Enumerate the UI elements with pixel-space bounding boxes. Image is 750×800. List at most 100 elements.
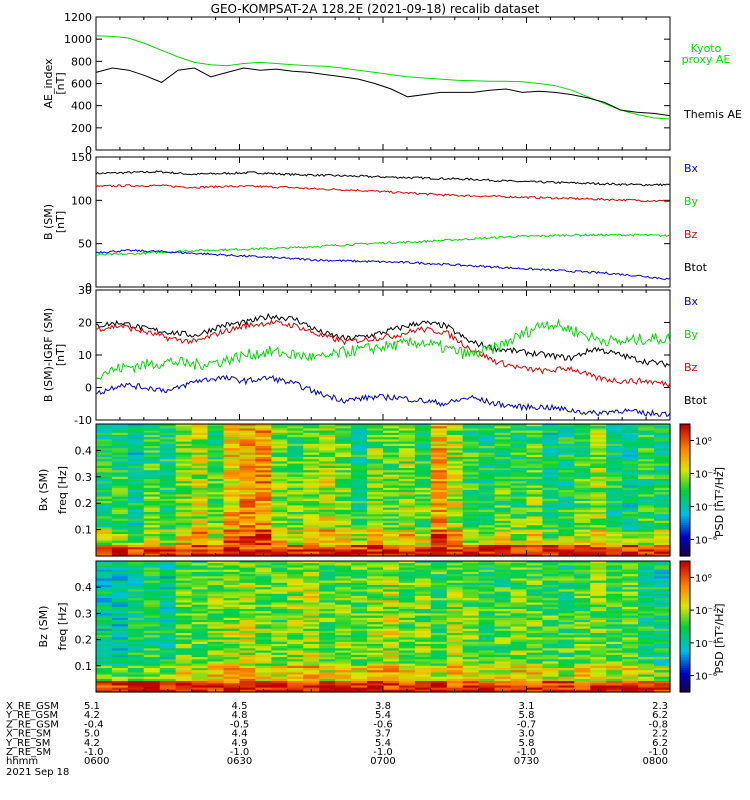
heatmap-cell [96,571,113,575]
heatmap-cell [143,463,161,467]
heatmap-cell [606,490,623,493]
heatmap-cell [367,635,384,638]
heatmap-cell [159,512,177,515]
heatmap-cell [430,646,448,649]
heatmap-cell [542,633,559,636]
heatmap-cell [351,454,368,458]
heatmap-cell [510,450,528,454]
heatmap-cell [398,435,416,438]
heatmap-cell [638,520,655,524]
heatmap-cell [478,668,496,671]
heatmap-cell [143,644,161,647]
heatmap-cell [622,637,639,641]
heatmap-cell [159,481,177,484]
heatmap-cell [526,547,543,550]
heatmap-cell [255,501,272,504]
heatmap-cell [430,689,448,693]
heatmap-cell [510,678,528,682]
heatmap-cell [127,503,145,506]
heatmap-cell [590,527,607,531]
heatmap-cell [510,525,528,528]
heatmap-cell [319,514,336,517]
heatmap-cell [96,437,113,440]
heatmap-cell [414,435,432,438]
heatmap-cell [574,439,591,443]
heatmap-cell [255,432,272,436]
heatmap-cell [574,578,591,582]
heatmap-cell [510,505,528,509]
heatmap-cell [478,595,496,599]
heatmap-cell [542,674,559,678]
heatmap-cell [414,663,432,667]
heatmap-cell [223,523,241,526]
heatmap-cell [638,474,655,478]
heatmap-cell [574,470,591,473]
heatmap-cell [335,527,352,531]
heatmap-cell [430,620,448,623]
heatmap-cell [383,516,400,520]
heatmap-cell [351,622,368,625]
heatmap-cell [255,609,272,612]
heatmap-cell [494,479,512,482]
heatmap-cell [606,485,623,489]
heatmap-cell [398,443,416,447]
heatmap-cell [638,498,655,502]
heatmap-cell [526,630,543,634]
heatmap-cell [590,525,607,528]
heatmap-cell [287,441,304,445]
heatmap-cell [255,518,272,522]
heatmap-cell [319,432,336,436]
heatmap-cell [175,626,193,630]
heatmap-cell [414,565,432,569]
heatmap-cell [96,578,113,582]
colorbar-segment [680,461,690,465]
heatmap-cell [398,432,416,436]
heatmap-cell [175,595,193,599]
heatmap-cell [638,678,655,682]
heatmap-cell [319,490,336,493]
heatmap-cell [430,454,448,458]
heatmap-cell [462,459,480,462]
heatmap-cell [510,531,528,535]
heatmap-cell [239,461,256,465]
heatmap-cell [446,650,464,654]
heatmap-cell [558,470,575,473]
heatmap-cell [271,430,288,434]
heatmap-cell [414,661,432,665]
heatmap-cell [207,446,225,449]
heatmap-cell [574,492,591,495]
heatmap-cell [239,678,256,682]
heatmap-cell [414,602,432,606]
heatmap-cell [143,628,161,632]
heatmap-cell [574,479,591,482]
colorbar-segment [680,626,690,630]
heatmap-cell [494,602,512,606]
heatmap-cell [558,448,575,451]
heatmap-cell [255,512,272,515]
heatmap-cell [143,654,161,658]
heatmap-cell [319,512,336,515]
heatmap-cell [510,459,528,462]
heatmap-cell [351,657,368,660]
heatmap-cell [367,531,384,535]
heatmap-cell [96,426,113,429]
heatmap-cell [654,439,671,443]
heatmap-cell [96,622,113,625]
heatmap-cell [255,527,272,531]
heatmap-cell [351,531,368,535]
heatmap-cell [590,657,607,660]
heatmap-cell [255,663,272,667]
heatmap-cell [462,674,480,678]
heatmap-cell [446,503,464,506]
heatmap-cell [223,689,241,693]
heatmap-cell [159,635,177,638]
heatmap-cell [303,428,320,432]
heatmap-cell [239,670,256,673]
colorbar-segment [680,674,690,678]
heatmap-cell [590,540,607,544]
heatmap-cell [287,505,304,509]
heatmap-cell [654,443,671,447]
heatmap-cell [175,574,193,577]
heatmap-cell [574,580,591,584]
y-axis-unit: freq [Hz] [56,466,69,514]
